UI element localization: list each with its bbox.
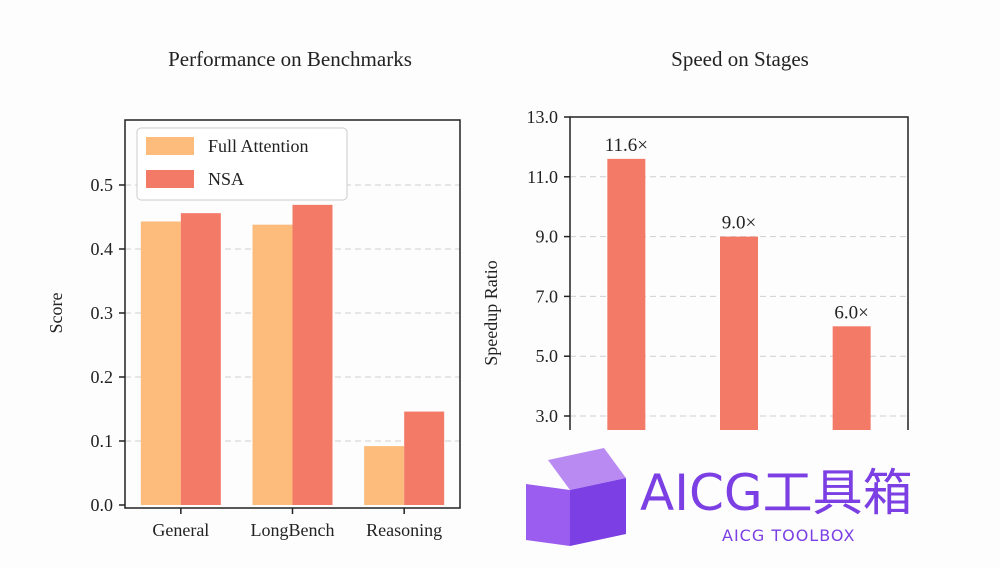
right-y-tick-label: 7.0 — [536, 286, 559, 306]
legend-label-full-attention: Full Attention — [208, 136, 309, 156]
left-bar-full-attention — [252, 224, 293, 505]
watermark: AICG工具箱 AICG TOOLBOX — [490, 430, 1000, 568]
watermark-subtitle: AICG TOOLBOX — [722, 526, 855, 545]
legend-swatch-full-attention — [146, 137, 194, 155]
left-y-tick-label: 0.3 — [91, 303, 114, 323]
left-x-tick-label: General — [152, 520, 209, 540]
left-x-tick-label: LongBench — [251, 520, 335, 540]
left-y-tick-label: 0.2 — [91, 367, 114, 387]
left-y-tick-label: 0.1 — [91, 431, 114, 451]
left-x-tick-label: Reasoning — [366, 520, 442, 540]
left-y-axis-label: Score — [46, 292, 66, 333]
right-y-tick-label: 9.0 — [536, 227, 559, 247]
legend-swatch-nsa — [146, 170, 194, 188]
right-y-tick-label: 11.0 — [527, 167, 558, 187]
right-y-tick-label: 5.0 — [536, 346, 559, 366]
aicg-logo-icon — [526, 448, 626, 546]
left-bar-nsa — [404, 411, 445, 505]
left-bar-full-attention — [140, 221, 181, 506]
left-bar-nsa — [180, 213, 221, 505]
left-bar-full-attention — [364, 446, 405, 505]
legend-label-nsa: NSA — [208, 169, 244, 189]
left-bar-nsa — [292, 204, 333, 505]
right-y-tick-label: 13.0 — [527, 107, 559, 127]
left-y-tick-label: 0.4 — [91, 239, 114, 259]
right-plot-frame — [569, 116, 909, 430]
left-chart-title: Performance on Benchmarks — [168, 47, 412, 71]
right-data-label: 9.0× — [722, 213, 756, 234]
right-y-tick-label: 3.0 — [536, 406, 559, 426]
right-data-label: 11.6× — [605, 135, 648, 156]
right-bar — [607, 158, 646, 441]
left-y-tick-label: 0.0 — [91, 495, 114, 515]
right-bar — [832, 326, 871, 440]
watermark-title: AICG工具箱 — [640, 464, 913, 522]
left-y-tick-label: 0.5 — [91, 175, 114, 195]
right-bar — [720, 236, 758, 440]
right-data-label: 6.0× — [834, 302, 868, 323]
left-legend: Full Attention NSA — [136, 127, 348, 201]
right-y-axis-label: Speedup Ratio — [481, 260, 501, 366]
right-chart-title: Speed on Stages — [671, 47, 809, 71]
